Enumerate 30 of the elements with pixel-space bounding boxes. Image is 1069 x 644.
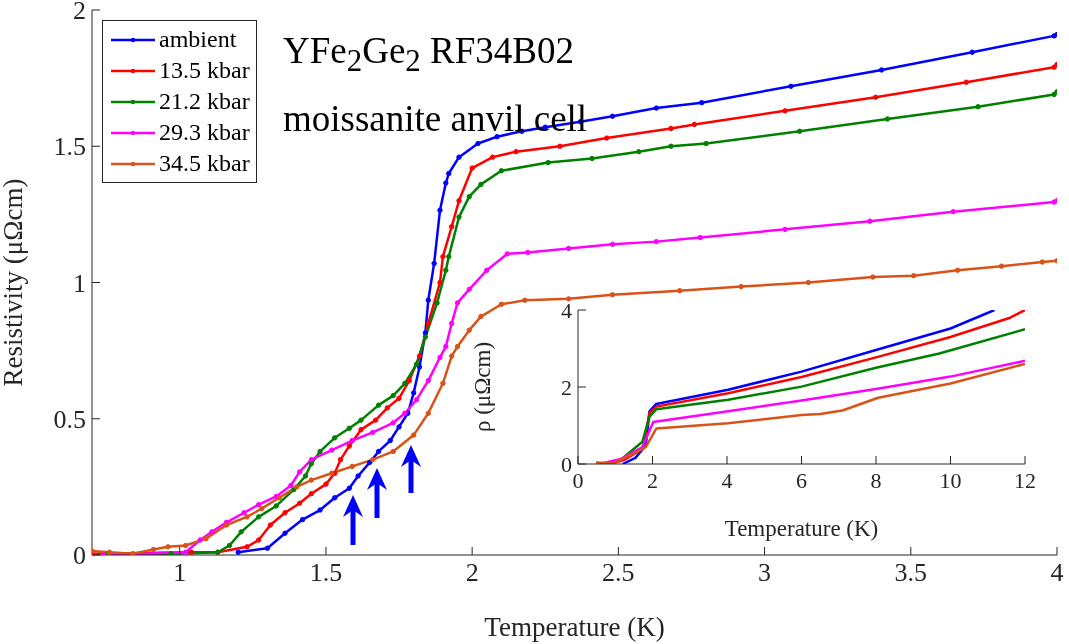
x-tick-label: 12 (1014, 467, 1036, 493)
y-axis-title: Resistivity (μΩcm) (0, 178, 28, 387)
y-tick-label: 2 (561, 374, 572, 400)
y-axis-title: ρ (μΩcm) (470, 341, 496, 433)
legend-label: ambient (159, 25, 237, 54)
y-tick-label: 4 (561, 297, 572, 323)
x-tick-label: 6 (796, 467, 807, 493)
x-tick-label: 10 (939, 467, 962, 493)
x-tick-label: 2 (465, 558, 479, 588)
x-tick-label: 8 (870, 467, 882, 493)
y-tick-label: 0.5 (53, 404, 86, 434)
y-tick-label: 1 (73, 268, 86, 298)
legend-label: 21.2 kbar (159, 87, 250, 116)
y-tick-label: 1.5 (53, 132, 86, 162)
legend-label: 29.3 kbar (159, 118, 250, 147)
x-tick-label: 4 (721, 467, 733, 493)
y-tick-label: 2 (73, 0, 86, 26)
annotation: YFe$_{2}$Ge$_{2}$ RF34B02 (283, 29, 575, 81)
x-tick-label: 3 (758, 558, 772, 588)
x-tick-label: 1 (173, 558, 187, 588)
x-tick-label: 4 (1050, 558, 1064, 588)
x-axis-title: Temperature (K) (724, 516, 879, 541)
x-tick-label: 2.5 (602, 558, 635, 588)
x-tick-label: 2 (647, 467, 658, 493)
x-tick-label: 3.5 (894, 558, 928, 588)
x-axis-title: Temperature (K) (484, 612, 665, 642)
legend-label: 13.5 kbar (159, 56, 250, 85)
x-tick-label: 1.5 (309, 558, 343, 588)
legend-label: 34.5 kbar (159, 149, 250, 178)
y-tick-label: 0 (561, 451, 572, 477)
